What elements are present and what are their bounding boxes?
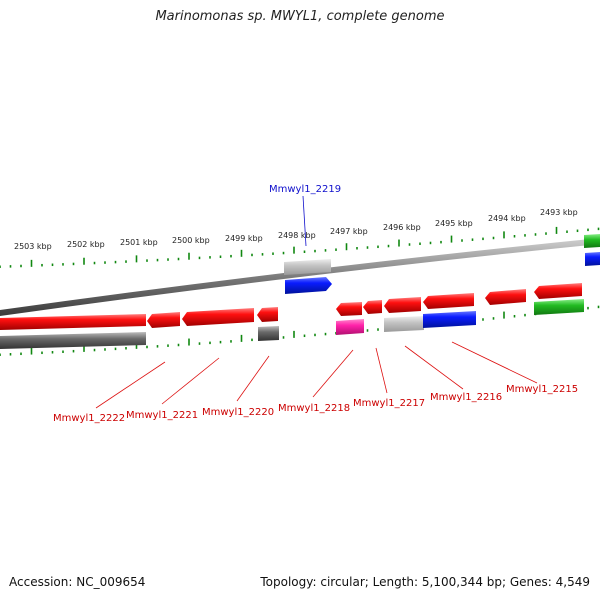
scale-label: 2498 kbp	[278, 231, 316, 240]
gene-feature[interactable]	[363, 300, 382, 314]
genome-backbone	[0, 238, 600, 316]
gene-feature[interactable]	[147, 312, 180, 328]
scale-label: 2497 kbp	[330, 227, 368, 236]
scale-label: 2500 kbp	[172, 236, 210, 245]
inner-features	[0, 283, 584, 349]
gene-feature[interactable]	[0, 314, 146, 330]
gene-feature[interactable]	[384, 316, 424, 332]
accession-text: Accession: NC_009654	[9, 575, 146, 589]
leader-line	[302, 195, 307, 247]
leader-line	[312, 349, 354, 398]
gene-feature[interactable]	[423, 293, 474, 309]
gene-label[interactable]: Mmwyl1_2218	[278, 403, 350, 414]
gene-feature[interactable]	[384, 297, 421, 313]
outer-tick-ruler	[0, 226, 600, 268]
scale-label: 2503 kbp	[14, 242, 52, 251]
scale-label: 2493 kbp	[540, 208, 578, 217]
gene-feature[interactable]	[336, 319, 364, 335]
scale-label: 2499 kbp	[225, 234, 263, 243]
leader-line	[161, 357, 220, 405]
scale-label: 2502 kbp	[67, 240, 105, 249]
gene-feature[interactable]	[485, 289, 526, 305]
gene-feature[interactable]	[258, 326, 279, 341]
map-title: Marinomonas sp. MWYL1, complete genome	[155, 9, 445, 24]
gene-label[interactable]: Mmwyl1_2222	[53, 413, 125, 424]
gene-feature[interactable]	[285, 277, 332, 294]
inner-tick-ruler	[0, 305, 600, 356]
gene-feature[interactable]	[534, 299, 584, 315]
gene-label[interactable]: Mmwyl1_2220	[202, 407, 274, 418]
scale-label: 2496 kbp	[383, 223, 421, 232]
gene-feature[interactable]	[336, 302, 362, 316]
gene-feature[interactable]	[284, 259, 331, 275]
gene-feature[interactable]	[257, 307, 278, 322]
gene-feature[interactable]	[585, 252, 600, 266]
scale-label: 2494 kbp	[488, 214, 526, 223]
scale-label: 2495 kbp	[435, 219, 473, 228]
gene-label[interactable]: Mmwyl1_2221	[126, 410, 198, 421]
scale-labels: 2503 kbp 2502 kbp 2501 kbp 2500 kbp 2499…	[14, 208, 578, 251]
gene-label[interactable]: Mmwyl1_2217	[353, 398, 425, 409]
scale-label: 2501 kbp	[120, 238, 158, 247]
gene-label[interactable]: Mmwyl1_2219	[269, 184, 341, 195]
gene-feature[interactable]	[0, 332, 146, 349]
leader-line	[404, 345, 464, 390]
leader-lines	[95, 195, 538, 409]
gene-feature[interactable]	[182, 308, 254, 326]
gene-labels: Mmwyl1_2219 Mmwyl1_2222 Mmwyl1_2221 Mmwy…	[53, 184, 578, 424]
leader-line	[375, 347, 388, 394]
leader-line	[236, 355, 270, 402]
gene-feature[interactable]	[584, 234, 600, 248]
leader-line	[95, 361, 166, 409]
gene-label[interactable]: Mmwyl1_2215	[506, 384, 578, 395]
gene-feature[interactable]	[423, 311, 476, 328]
gene-label[interactable]: Mmwyl1_2216	[430, 392, 502, 403]
genome-summary-text: Topology: circular; Length: 5,100,344 bp…	[260, 575, 590, 589]
gene-feature[interactable]	[534, 283, 582, 299]
leader-line	[451, 341, 538, 384]
outer-features	[284, 234, 600, 294]
